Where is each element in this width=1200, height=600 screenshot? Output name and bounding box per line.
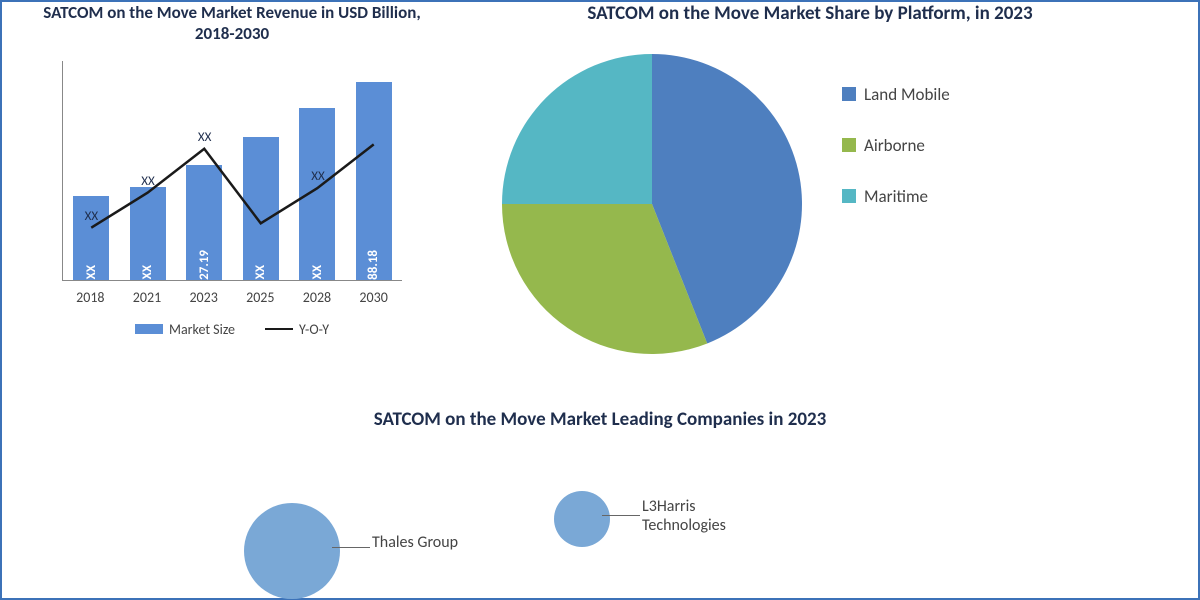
pie-swatch-icon: [842, 87, 856, 101]
company-label: Thales Group: [372, 533, 458, 552]
pie-chart-section: SATCOM on the Move Market Share by Platf…: [442, 2, 1178, 402]
companies-section: SATCOM on the Move Market Leading Compan…: [22, 402, 1178, 582]
bar-chart-title: SATCOM on the Move Market Revenue in USD…: [22, 2, 442, 53]
legend-bar-label: Market Size: [169, 321, 235, 338]
bar-value-label: 27.19: [197, 246, 212, 280]
leader-line: [602, 515, 640, 516]
line-point-label: XX: [141, 174, 155, 189]
pie-legend-item: Airborne: [842, 135, 950, 156]
bar: XX: [243, 137, 279, 280]
pie-swatch-icon: [842, 189, 856, 203]
bar-chart-legend: Market Size Y-O-Y: [22, 321, 442, 338]
bar-col: 27.19: [184, 165, 224, 279]
x-axis-label: 2021: [127, 285, 167, 311]
line-swatch-icon: [265, 328, 293, 330]
x-axis-label: 2025: [240, 285, 280, 311]
bubble-chart: Thales Group L3Harris Technologies: [62, 441, 1138, 581]
x-axis-label: 2018: [70, 285, 110, 311]
x-axis-label: 2030: [354, 285, 394, 311]
pie-slice: [502, 54, 652, 204]
pie-chart-title: SATCOM on the Move Market Share by Platf…: [442, 2, 1178, 34]
bar-chart-area: XX XX 27.19 XX XX 88.18 XX XX XX XX 2018 2021 2023…: [52, 61, 412, 311]
companies-title: SATCOM on the Move Market Leading Compan…: [22, 408, 1178, 431]
bar-value-label: XX: [140, 261, 155, 279]
bar-chart-section: SATCOM on the Move Market Revenue in USD…: [22, 2, 442, 402]
pie-legend-label: Maritime: [864, 186, 928, 207]
pie-legend-item: Land Mobile: [842, 84, 950, 105]
pie-chart: [502, 54, 802, 354]
x-axis-label: 2028: [297, 285, 337, 311]
leader-line: [332, 547, 370, 548]
legend-yoy: Y-O-Y: [265, 321, 329, 338]
line-point-label: XX: [311, 169, 325, 184]
company-label: L3Harris Technologies: [642, 497, 726, 535]
bar-value-label: XX: [253, 261, 268, 279]
bar: 88.18: [356, 82, 392, 280]
bar: XX: [130, 187, 166, 279]
bar-col: XX: [297, 108, 337, 280]
pie-legend-item: Maritime: [842, 186, 950, 207]
bar-col: XX: [241, 137, 281, 280]
bar-col: 88.18: [354, 82, 394, 280]
bar-plot: XX XX 27.19 XX XX 88.18 XX XX XX XX: [62, 61, 402, 281]
bar-value-label: XX: [84, 261, 99, 279]
x-axis-labels: 2018 2021 2023 2025 2028 2030: [62, 285, 402, 311]
pie-legend: Land Mobile Airborne Maritime: [842, 84, 950, 354]
bar-swatch-icon: [135, 324, 163, 334]
legend-market-size: Market Size: [135, 321, 235, 338]
bar: 27.19: [186, 165, 222, 279]
bar-value-label: 88.18: [366, 246, 381, 280]
line-point-label: XX: [85, 209, 99, 224]
bar-value-label: XX: [310, 261, 325, 279]
bar: XX: [299, 108, 335, 280]
pie-legend-label: Airborne: [864, 135, 925, 156]
line-point-label: XX: [198, 130, 212, 145]
bar-col: XX: [128, 187, 168, 279]
pie-svg: [502, 54, 802, 354]
company-bubble: [554, 491, 610, 547]
legend-line-label: Y-O-Y: [299, 321, 329, 338]
pie-swatch-icon: [842, 138, 856, 152]
company-bubble: [244, 503, 340, 599]
pie-legend-label: Land Mobile: [864, 84, 950, 105]
x-axis-label: 2023: [184, 285, 224, 311]
